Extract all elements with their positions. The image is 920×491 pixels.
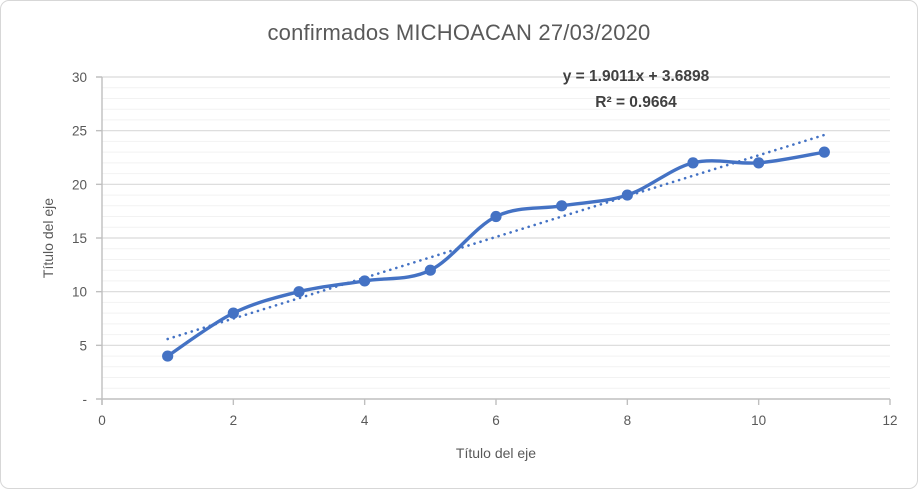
trendline-label[interactable]: y = 1.9011x + 3.6898 R² = 0.9664 (563, 64, 710, 116)
y-tick-label: 25 (72, 124, 87, 139)
x-tick-label: 0 (98, 413, 106, 428)
data-point-marker[interactable] (818, 146, 830, 158)
trendline-equation: y = 1.9011x + 3.6898 (562, 68, 710, 85)
data-point-marker[interactable] (556, 200, 568, 212)
x-tick-label: 8 (624, 413, 632, 428)
y-tick-label: - (83, 392, 88, 407)
trendline[interactable] (166, 133, 826, 341)
trendline-r2: R² = 0.9664 (595, 94, 677, 111)
y-tick-label: 10 (72, 285, 87, 300)
data-point-marker[interactable] (621, 189, 633, 201)
chart-title[interactable]: confirmados MICHOACAN 27/03/2020 (267, 20, 651, 45)
data-point-marker[interactable] (687, 157, 699, 169)
x-tick-label: 10 (751, 413, 766, 428)
data-point-marker[interactable] (424, 264, 436, 276)
x-tick-label: 12 (882, 413, 897, 428)
y-tick-label: 5 (79, 338, 87, 353)
data-point-marker[interactable] (293, 286, 305, 298)
data-point-marker[interactable] (227, 307, 239, 319)
data-point-marker[interactable] (753, 157, 765, 169)
x-tick-label: 4 (361, 413, 369, 428)
y-tick-label: 20 (72, 177, 87, 192)
y-axis-title[interactable]: Título del eje (40, 197, 56, 279)
x-tick-label: 6 (492, 413, 500, 428)
data-point-marker[interactable] (162, 350, 174, 362)
data-point-marker[interactable] (490, 210, 502, 223)
x-tick-label: 2 (230, 413, 238, 428)
y-tick-label: 30 (72, 70, 87, 85)
series-line[interactable] (165, 150, 827, 358)
y-tick-label: 15 (72, 231, 87, 246)
x-axis-title[interactable]: Título del eje (455, 445, 537, 461)
data-point-marker[interactable] (359, 275, 371, 287)
